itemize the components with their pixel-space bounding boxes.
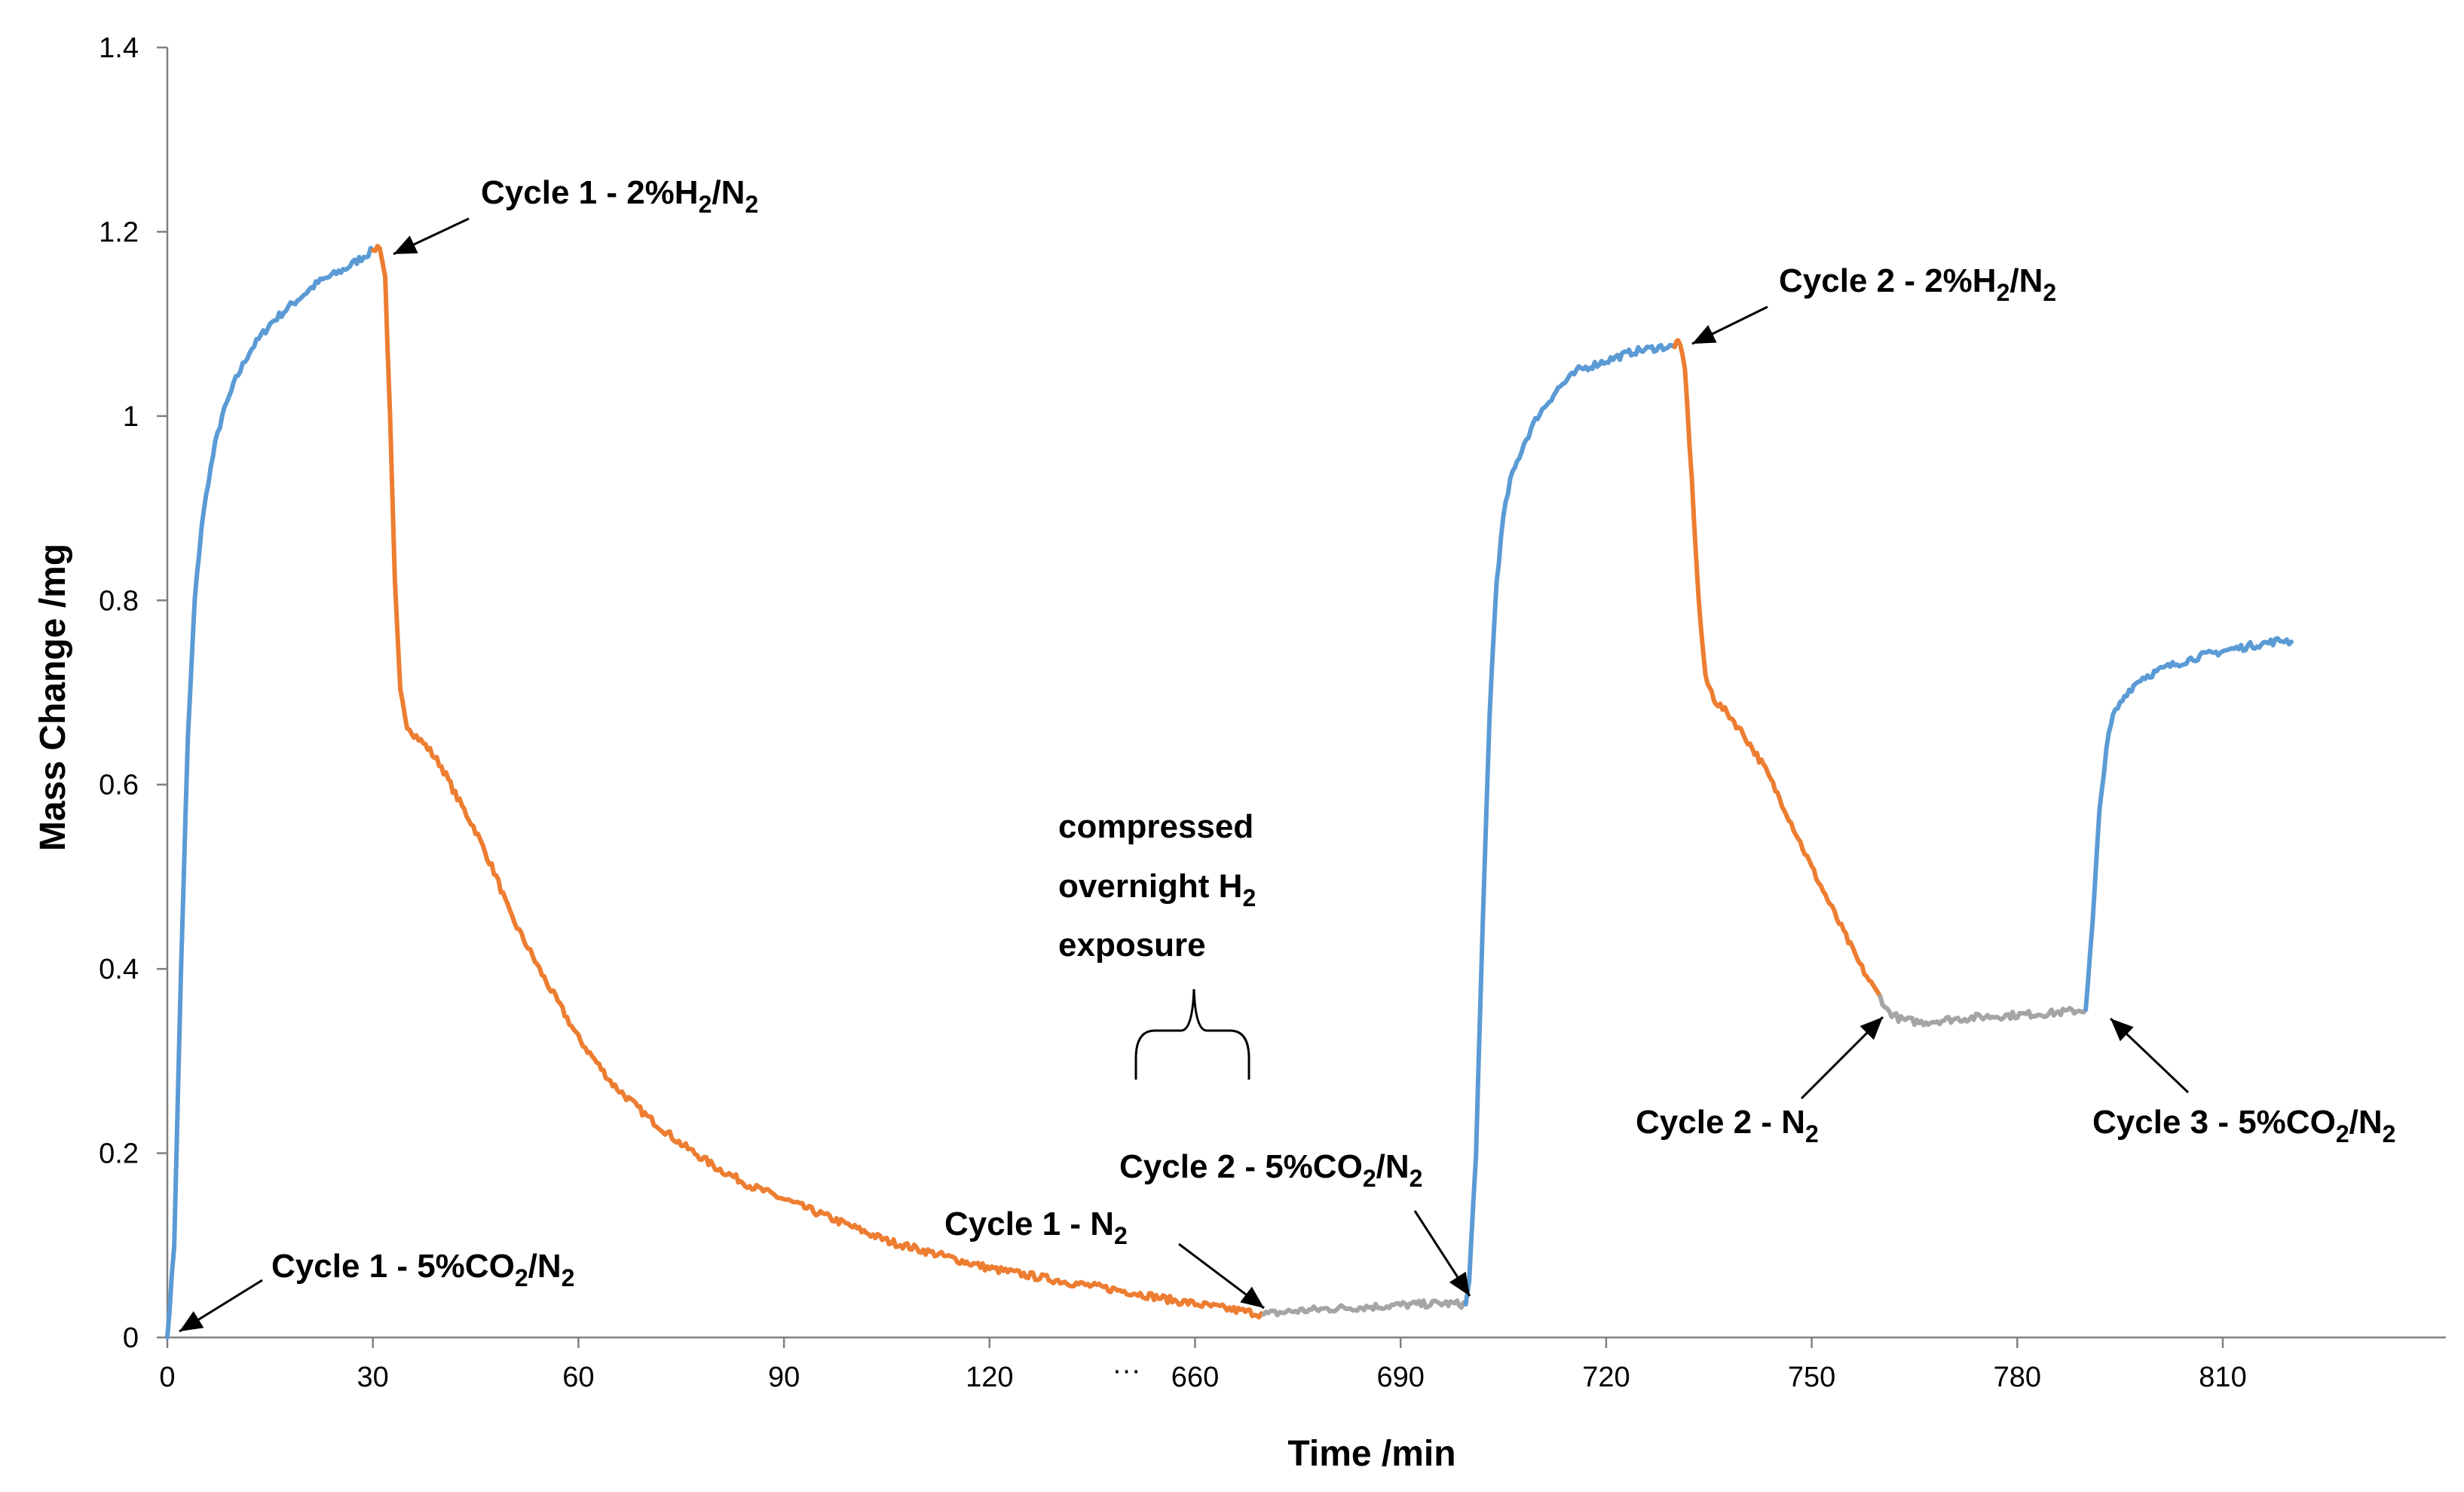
y-tick-label: 0 xyxy=(123,1322,139,1354)
series-lines xyxy=(165,244,2294,1340)
compressed-note-line3: exposure xyxy=(1058,927,1206,964)
annotation-cycle2-n2: Cycle 2 - N2 xyxy=(1636,1104,1819,1147)
series-line-1 xyxy=(165,246,375,1340)
y-tick-label: 0.8 xyxy=(99,585,139,617)
y-axis-title: Mass Change /mg xyxy=(33,544,73,851)
x-tick-label: 690 xyxy=(1376,1362,1424,1393)
compressed-note-line1: compressed xyxy=(1058,808,1253,845)
annotation-arrows xyxy=(179,217,2190,1333)
annotation-cycle2-h2: Cycle 2 - 2%H2/N2 xyxy=(1779,262,2056,306)
y-tick-label: 0.2 xyxy=(99,1138,139,1170)
annotation-arrowhead-4 xyxy=(1240,1286,1264,1308)
compressed-note-line2: overnight H2 xyxy=(1058,868,1256,911)
annotation-cycle1-h2: Cycle 1 - 2%H2/N2 xyxy=(481,174,758,218)
x-axis-break-symbol: ··· xyxy=(1113,1355,1141,1386)
series-line-6 xyxy=(1878,994,2089,1028)
series-line-5 xyxy=(1672,338,1883,999)
axes xyxy=(166,47,2446,1339)
series-line-7 xyxy=(2083,636,2294,1012)
series-line-4 xyxy=(1463,342,1677,1307)
annotation-arrowhead-7 xyxy=(2110,1019,2134,1042)
y-tick-label: 0.6 xyxy=(99,770,139,801)
series-line-2 xyxy=(370,244,1266,1320)
y-tick-label: 0.4 xyxy=(99,954,139,985)
annotation-cycle1-co2: Cycle 1 - 5%CO2/N2 xyxy=(271,1248,574,1291)
series-line-3 xyxy=(1261,1298,1468,1318)
x-tick-label: 750 xyxy=(1788,1362,1835,1393)
compressed-brace xyxy=(1134,988,1250,1080)
annotation-arrowhead-6 xyxy=(1859,1017,1883,1040)
annotation-cycle1-n2: Cycle 1 - N2 xyxy=(944,1206,1128,1249)
annotation-cycle3-co2: Cycle 3 - 5%CO2/N2 xyxy=(2092,1104,2395,1147)
annotation-arrowhead-5 xyxy=(1449,1271,1470,1296)
annotation-arrowhead-1 xyxy=(179,1311,204,1331)
y-tick-label: 1.2 xyxy=(99,216,139,248)
x-axis-title: Time /min xyxy=(1287,1434,1455,1474)
x-axis-ticks: 0 30 60 90 120 660 690 720 750 780 810 ··· xyxy=(159,1337,2247,1393)
x-tick-label: 120 xyxy=(966,1362,1013,1393)
x-tick-label: 720 xyxy=(1582,1362,1630,1393)
annotation-cycle2-co2: Cycle 2 - 5%CO2/N2 xyxy=(1119,1148,1422,1192)
x-tick-label: 0 xyxy=(159,1362,175,1393)
x-tick-label: 780 xyxy=(1994,1362,2041,1393)
y-tick-label: 1.4 xyxy=(99,32,139,64)
annotation-arrowhead-3 xyxy=(1692,325,1717,344)
x-tick-label: 60 xyxy=(562,1362,594,1393)
y-axis-ticks: 0 0.2 0.4 0.6 0.8 1 1.2 1.4 xyxy=(99,32,167,1354)
y-tick-label: 1 xyxy=(123,401,139,433)
x-tick-label: 30 xyxy=(357,1362,389,1393)
x-tick-label: 660 xyxy=(1171,1362,1219,1393)
x-tick-label: 90 xyxy=(768,1362,800,1393)
x-tick-label: 810 xyxy=(2199,1362,2246,1393)
annotation-arrowhead-2 xyxy=(393,235,418,254)
